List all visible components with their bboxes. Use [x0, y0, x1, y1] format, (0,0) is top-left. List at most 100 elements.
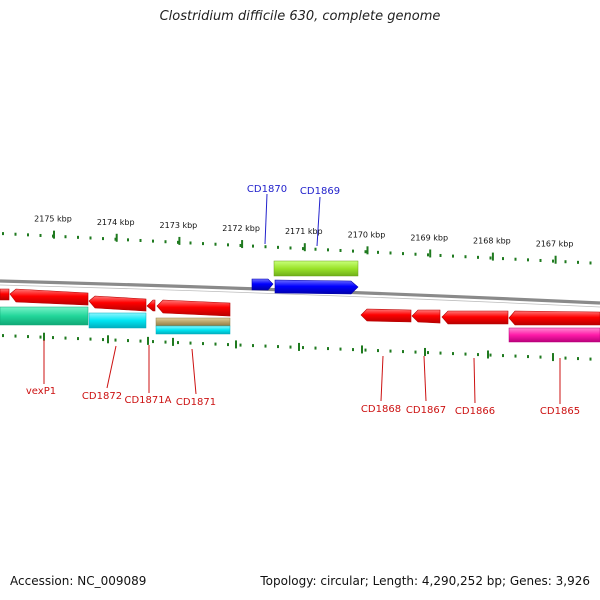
- bottom-scale-tick: [589, 357, 592, 361]
- major-bottom-scale-tick: [424, 347, 426, 356]
- bottom-scale-tick: [277, 345, 279, 349]
- cd1869-gene-arrow[interactable]: [274, 279, 359, 295]
- bottom-scale-tick: [177, 341, 179, 345]
- major-scale-tick: [115, 233, 118, 242]
- cd1865-annotation-bar[interactable]: [508, 327, 600, 343]
- cd1870-gene-arrow[interactable]: [251, 278, 274, 291]
- cd1872-annotation-bar[interactable]: [88, 312, 147, 329]
- gene-label-cd1865[interactable]: CD1865: [540, 406, 580, 417]
- vexP1-annotation-bar[interactable]: [0, 306, 89, 326]
- cd1869-annotation-bar[interactable]: [273, 260, 359, 277]
- major-bottom-scale-tick: [298, 342, 300, 351]
- top-scale-tick: [289, 246, 292, 250]
- cd1871a-gene-arrow[interactable]: [146, 299, 156, 312]
- cd1871-annotation-bar-cyan[interactable]: [155, 325, 231, 335]
- bottom-scale-tick: [114, 338, 117, 342]
- major-scale-tick: [241, 240, 244, 249]
- top-scale-tick: [152, 239, 154, 243]
- cd1865-gene-arrow[interactable]: [508, 310, 600, 326]
- gene-label-vexp1[interactable]: vexP1: [26, 386, 56, 397]
- cd1871-gene-arrow[interactable]: [156, 299, 231, 317]
- top-scale-tick: [464, 255, 467, 259]
- gene-label-cd1867[interactable]: CD1867: [406, 405, 446, 416]
- bottom-scale-tick: [2, 334, 4, 338]
- top-scale-tick: [214, 242, 217, 246]
- label-leader-lines: [43, 193, 561, 404]
- top-scale-tick: [477, 255, 479, 259]
- major-bottom-scale-tick: [147, 336, 149, 345]
- top-scale-tick: [552, 259, 554, 263]
- top-scale-tick: [114, 237, 117, 241]
- scale-label: 2172 kbp: [222, 224, 260, 233]
- cd1870-leader-line: [264, 193, 268, 245]
- bottom-scale-tick: [327, 347, 329, 351]
- top-scale-tick: [502, 257, 504, 261]
- top-scale-tick: [339, 248, 342, 252]
- bottom-scale-tick: [52, 336, 54, 340]
- bottom-scale-tick: [152, 340, 154, 344]
- cd1871-leader-line: [191, 348, 197, 395]
- cd1868-gene-arrow[interactable]: [360, 308, 412, 323]
- top-scale-tick: [539, 258, 542, 262]
- major-bottom-scale-tick: [43, 332, 45, 341]
- bottom-scale-tick: [489, 353, 492, 357]
- gene-label-cd1868[interactable]: CD1868: [361, 404, 401, 415]
- topology-summary: Topology: circular; Length: 4,290,252 bp…: [260, 574, 590, 588]
- top-scale-tick: [77, 235, 79, 239]
- gene-label-cd1871[interactable]: CD1871: [176, 397, 216, 408]
- vexP1-gene-arrow[interactable]: [9, 288, 89, 306]
- scale-label: 2167 kbp: [536, 240, 574, 249]
- top-scale-tick: [139, 238, 142, 242]
- gene-label-cd1870[interactable]: CD1870: [247, 184, 287, 195]
- cd1872-leader-line: [106, 345, 117, 389]
- vexP1-gene-arrow-left[interactable]: [0, 288, 10, 301]
- bottom-scale-tick: [414, 350, 417, 354]
- bottom-scale-tick: [339, 347, 342, 351]
- scale-label: 2174 kbp: [97, 218, 135, 227]
- major-bottom-scale-tick: [235, 340, 237, 349]
- cd1872-gene-arrow[interactable]: [88, 295, 147, 312]
- top-scale-tick: [64, 235, 67, 239]
- major-scale-tick: [554, 255, 557, 264]
- bottom-scale-tick: [264, 344, 267, 348]
- bottom-scale-tick: [227, 343, 229, 347]
- bottom-scale-tick: [402, 350, 404, 354]
- scale-label: 2171 kbp: [285, 227, 323, 236]
- top-scale-tick: [164, 240, 167, 244]
- bottom-scale-tick: [77, 337, 79, 341]
- gene-label-cd1866[interactable]: CD1866: [455, 406, 495, 417]
- top-scale-tick: [589, 261, 592, 265]
- top-scale-tick: [239, 243, 242, 247]
- bottom-scale-tick: [189, 341, 192, 345]
- gene-label-cd1872[interactable]: CD1872: [82, 391, 122, 402]
- top-scale-tick: [327, 248, 329, 252]
- bottom-scale-tick: [202, 342, 204, 346]
- top-scale-tick: [364, 250, 367, 254]
- top-scale-tick: [514, 257, 517, 261]
- scale-label: 2169 kbp: [410, 233, 448, 242]
- scale-label: 2168 kbp: [473, 237, 511, 246]
- top-scale-tick: [127, 238, 129, 242]
- gene-label-cd1869[interactable]: CD1869: [300, 186, 340, 197]
- bottom-scale-tick: [464, 352, 467, 356]
- bottom-scale-tick: [452, 352, 454, 356]
- cd1867-gene-arrow[interactable]: [411, 309, 441, 324]
- bottom-scale-tick: [364, 348, 367, 352]
- scale-label: 2173 kbp: [160, 221, 198, 230]
- bottom-scale-tick: [439, 351, 442, 355]
- genome-title: Clostridium difficile 630, complete geno…: [159, 9, 441, 24]
- cd1866-leader-line: [473, 357, 476, 404]
- cd1871-annotation-bar-khaki[interactable]: [155, 317, 231, 327]
- top-scale-tick: [277, 245, 279, 249]
- reverse-strand-features: [0, 288, 600, 343]
- top-scale-tick: [314, 247, 317, 251]
- top-scale-tick: [302, 247, 304, 251]
- bottom-scale-tick: [39, 335, 42, 339]
- gene-label-cd1871a[interactable]: CD1871A: [125, 395, 172, 406]
- top-scale-tick: [439, 253, 442, 257]
- cd1868-leader-line: [380, 355, 384, 402]
- cd1866-gene-arrow[interactable]: [441, 310, 509, 325]
- scale-label: 2170 kbp: [348, 230, 386, 239]
- major-scale-tick: [303, 243, 306, 252]
